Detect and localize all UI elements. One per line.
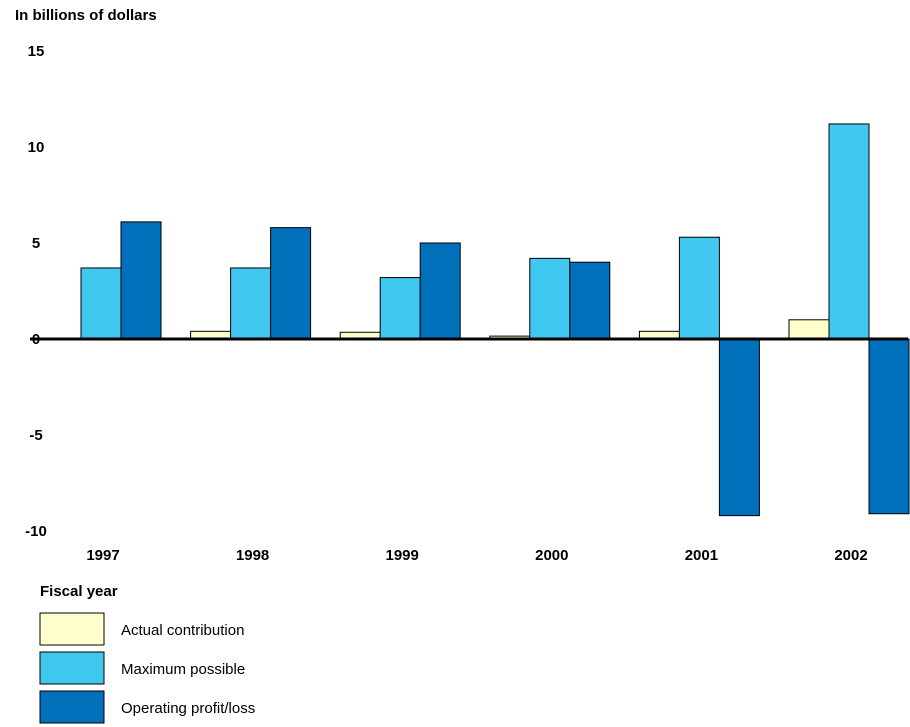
bar-maximum-possible-2000 <box>529 257 571 340</box>
bar-operating-profit-loss-2001 <box>718 338 760 517</box>
y-axis-label: In billions of dollars <box>15 7 157 24</box>
x-tick-label: 1997 <box>86 547 119 564</box>
bar-operating-profit-loss-2000 <box>569 261 611 340</box>
x-tick-label: 2002 <box>834 547 867 564</box>
legend-label: Maximum possible <box>121 661 245 678</box>
x-tick-label: 2000 <box>535 547 568 564</box>
legend-label: Actual contribution <box>121 622 244 639</box>
x-tick-label: 1998 <box>236 547 269 564</box>
bar-maximum-possible-1997 <box>80 267 122 340</box>
bar-operating-profit-loss-1998 <box>270 227 312 340</box>
bar-operating-profit-loss-1999 <box>419 242 461 340</box>
x-axis-label: Fiscal year <box>40 583 118 600</box>
legend-swatch <box>39 690 105 724</box>
bar-actual-contribution-2002 <box>788 319 830 340</box>
x-axis-ticks: 1997 1998 1999 2000 2001 2002 <box>86 547 867 564</box>
y-tick-label: -5 <box>29 427 42 444</box>
bar-maximum-possible-2002 <box>828 123 870 340</box>
y-axis-ticks: 151050-5-10 <box>25 43 47 540</box>
x-tick-label: 2001 <box>685 547 718 564</box>
bar-maximum-possible-1999 <box>379 277 421 340</box>
y-tick-label: 15 <box>28 43 45 60</box>
y-tick-label: 5 <box>32 235 40 252</box>
x-tick-label: 1999 <box>386 547 419 564</box>
y-tick-label: 10 <box>28 139 45 156</box>
bar-operating-profit-loss-2002 <box>868 338 910 515</box>
legend-swatch <box>39 651 105 685</box>
legend-label: Operating profit/loss <box>121 700 255 717</box>
bar-operating-profit-loss-1997 <box>120 221 162 340</box>
bar-maximum-possible-1998 <box>230 267 272 340</box>
legend: Actual contribution Maximum possible Opera… <box>39 612 255 724</box>
bar-maximum-possible-2001 <box>678 236 720 340</box>
bars <box>80 123 910 517</box>
legend-swatch <box>39 612 105 646</box>
y-tick-label: -10 <box>25 523 47 540</box>
